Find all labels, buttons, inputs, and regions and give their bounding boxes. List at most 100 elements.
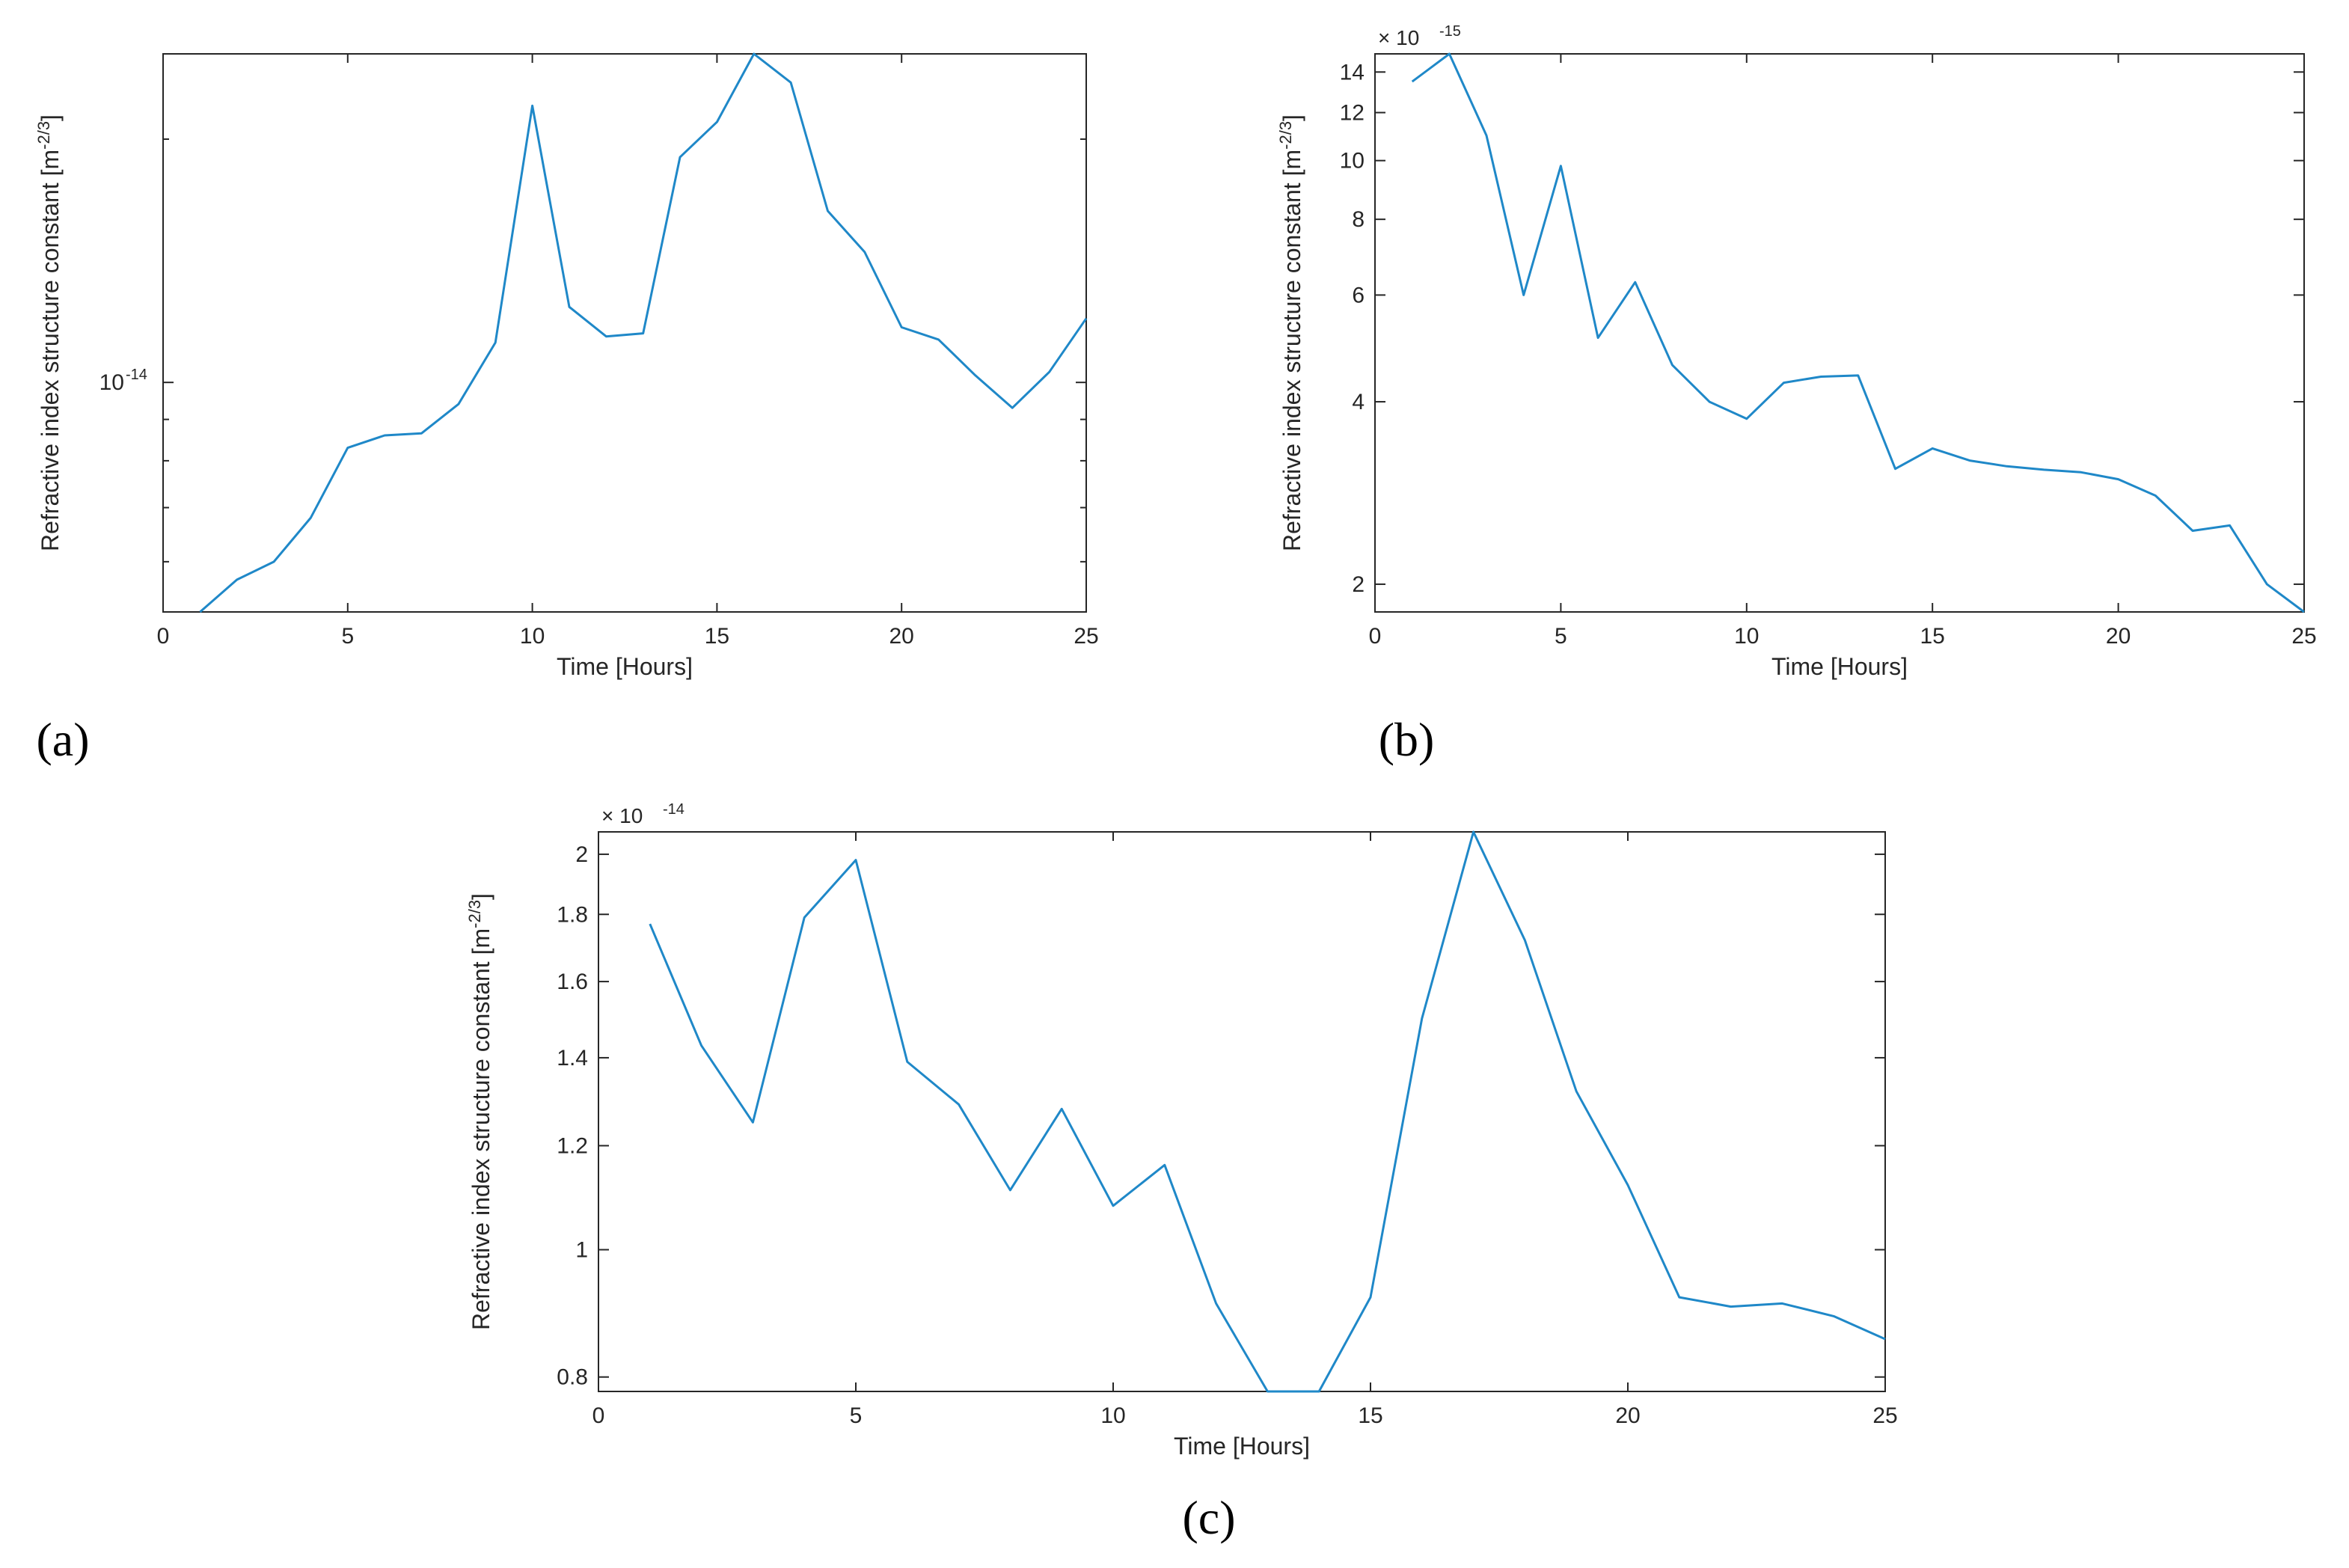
y-tick-label-c: 1 — [575, 1238, 588, 1263]
data-point-b — [1559, 165, 1562, 168]
x-tick-label-b: 5 — [1555, 624, 1567, 649]
y-tick-label-c: 1.4 — [557, 1046, 588, 1071]
x-tick-label-a: 0 — [157, 624, 170, 649]
data-point-b — [1485, 134, 1488, 137]
data-point-b — [2117, 478, 2120, 481]
data-point-a — [826, 209, 829, 212]
x-tick-label-c: 20 — [1615, 1403, 1640, 1428]
data-point-a — [937, 338, 940, 341]
x-tick-label-a: 20 — [889, 624, 914, 649]
y-multiplier-exp-b: -15 — [1439, 23, 1461, 40]
data-point-c — [1626, 1183, 1629, 1186]
data-point-c — [1369, 1296, 1372, 1299]
x-tick-label-c: 15 — [1358, 1403, 1382, 1428]
data-point-c — [1215, 1302, 1218, 1305]
x-tick-label-c: 25 — [1872, 1403, 1897, 1428]
data-point-a — [1011, 406, 1014, 409]
data-point-a — [568, 305, 571, 308]
data-point-a — [494, 341, 497, 344]
y-tick-label-b: 2 — [1352, 572, 1365, 597]
y-axis-label-main-c: Refractive index structure constant [m — [468, 928, 494, 1330]
y-tick-label-b: 14 — [1340, 60, 1365, 85]
panel-a-label: (a) — [36, 713, 89, 766]
data-point-a — [531, 104, 534, 107]
data-point-c — [1163, 1163, 1166, 1166]
data-point-c — [1060, 1107, 1063, 1110]
y-tick-label-c: 1.2 — [557, 1133, 588, 1158]
y-tick-label-c: 1.8 — [557, 902, 588, 927]
data-point-a — [753, 52, 756, 55]
panel-c-label: (c) — [1182, 1491, 1235, 1544]
data-point-a — [457, 402, 460, 405]
data-point-a — [604, 335, 607, 338]
x-tick-label-a: 15 — [705, 624, 729, 649]
x-tick-label-c: 0 — [592, 1403, 605, 1428]
x-tick-label-c: 10 — [1100, 1403, 1125, 1428]
x-axis-label-a: Time [Hours] — [557, 653, 693, 680]
data-point-c — [1421, 1017, 1424, 1020]
axes-box-c — [598, 831, 1886, 1392]
y-tick-label-exp-a: -14 — [126, 367, 147, 383]
data-point-a — [236, 578, 239, 581]
y-tick-label-b: 4 — [1352, 390, 1365, 414]
data-point-b — [2191, 530, 2194, 533]
y-axis-label-main-b: Refractive index structure constant [m — [1278, 150, 1305, 551]
data-point-c — [1730, 1305, 1733, 1308]
x-tick-label-b: 25 — [2291, 624, 2316, 649]
data-point-c — [1523, 939, 1526, 942]
x-tick-label-a: 5 — [341, 624, 354, 649]
x-tick-label-b: 20 — [2106, 624, 2131, 649]
data-point-c — [1780, 1302, 1783, 1305]
data-point-c — [751, 1121, 754, 1124]
data-point-a — [642, 332, 645, 335]
data-point-c — [854, 859, 857, 862]
y-axis-label-a: Refractive index structure constant [m-2… — [34, 114, 64, 551]
y-multiplier-exp-c: -14 — [663, 801, 685, 818]
data-point-c — [700, 1044, 703, 1047]
data-point-a — [346, 447, 349, 450]
data-point-c — [1266, 1390, 1269, 1393]
series-line-a — [199, 52, 1088, 613]
y-multiplier-b: × 10 — [1378, 26, 1419, 49]
data-point-b — [2154, 494, 2157, 497]
data-point-a — [974, 374, 977, 377]
data-point-b — [2080, 471, 2083, 474]
x-axis-label-b: Time [Hours] — [1771, 653, 1908, 680]
data-point-b — [2229, 524, 2232, 527]
data-point-c — [1678, 1296, 1681, 1299]
data-point-b — [1931, 447, 1934, 450]
data-point-a — [715, 120, 718, 123]
axes-box-a — [162, 53, 1087, 613]
y-tick-label-a: 10 — [99, 370, 124, 395]
data-point-a — [1085, 317, 1088, 320]
data-point-b — [2006, 465, 2009, 468]
data-point-b — [1819, 376, 1822, 379]
data-point-b — [2042, 468, 2045, 471]
data-point-b — [1448, 52, 1451, 55]
data-point-a — [1048, 370, 1051, 373]
y-tick-label-b: 12 — [1340, 101, 1365, 126]
y-axis-label-close-b: ] — [1278, 114, 1305, 121]
x-tick-label-a: 25 — [1074, 624, 1098, 649]
data-point-a — [198, 610, 201, 613]
data-point-b — [1634, 281, 1637, 284]
panel-b-label: (b) — [1379, 713, 1435, 766]
data-point-c — [1472, 830, 1475, 833]
y-multiplier-c: × 10 — [601, 804, 643, 827]
x-tick-label-c: 5 — [850, 1403, 863, 1428]
data-point-b — [2303, 610, 2306, 613]
data-point-b — [1968, 459, 1971, 462]
x-tick-label-b: 10 — [1734, 624, 1759, 649]
data-point-c — [1575, 1090, 1578, 1093]
series-line-c — [649, 830, 1886, 1393]
data-point-a — [383, 434, 386, 437]
data-point-b — [1670, 364, 1673, 367]
x-tick-label-b: 0 — [1369, 624, 1382, 649]
data-point-b — [1522, 293, 1525, 296]
data-point-b — [1857, 374, 1860, 377]
data-point-c — [649, 922, 652, 925]
y-tick-label-b: 8 — [1352, 207, 1365, 232]
data-point-a — [679, 156, 682, 159]
y-axis-label-sup-c: -2/3 — [465, 900, 484, 928]
